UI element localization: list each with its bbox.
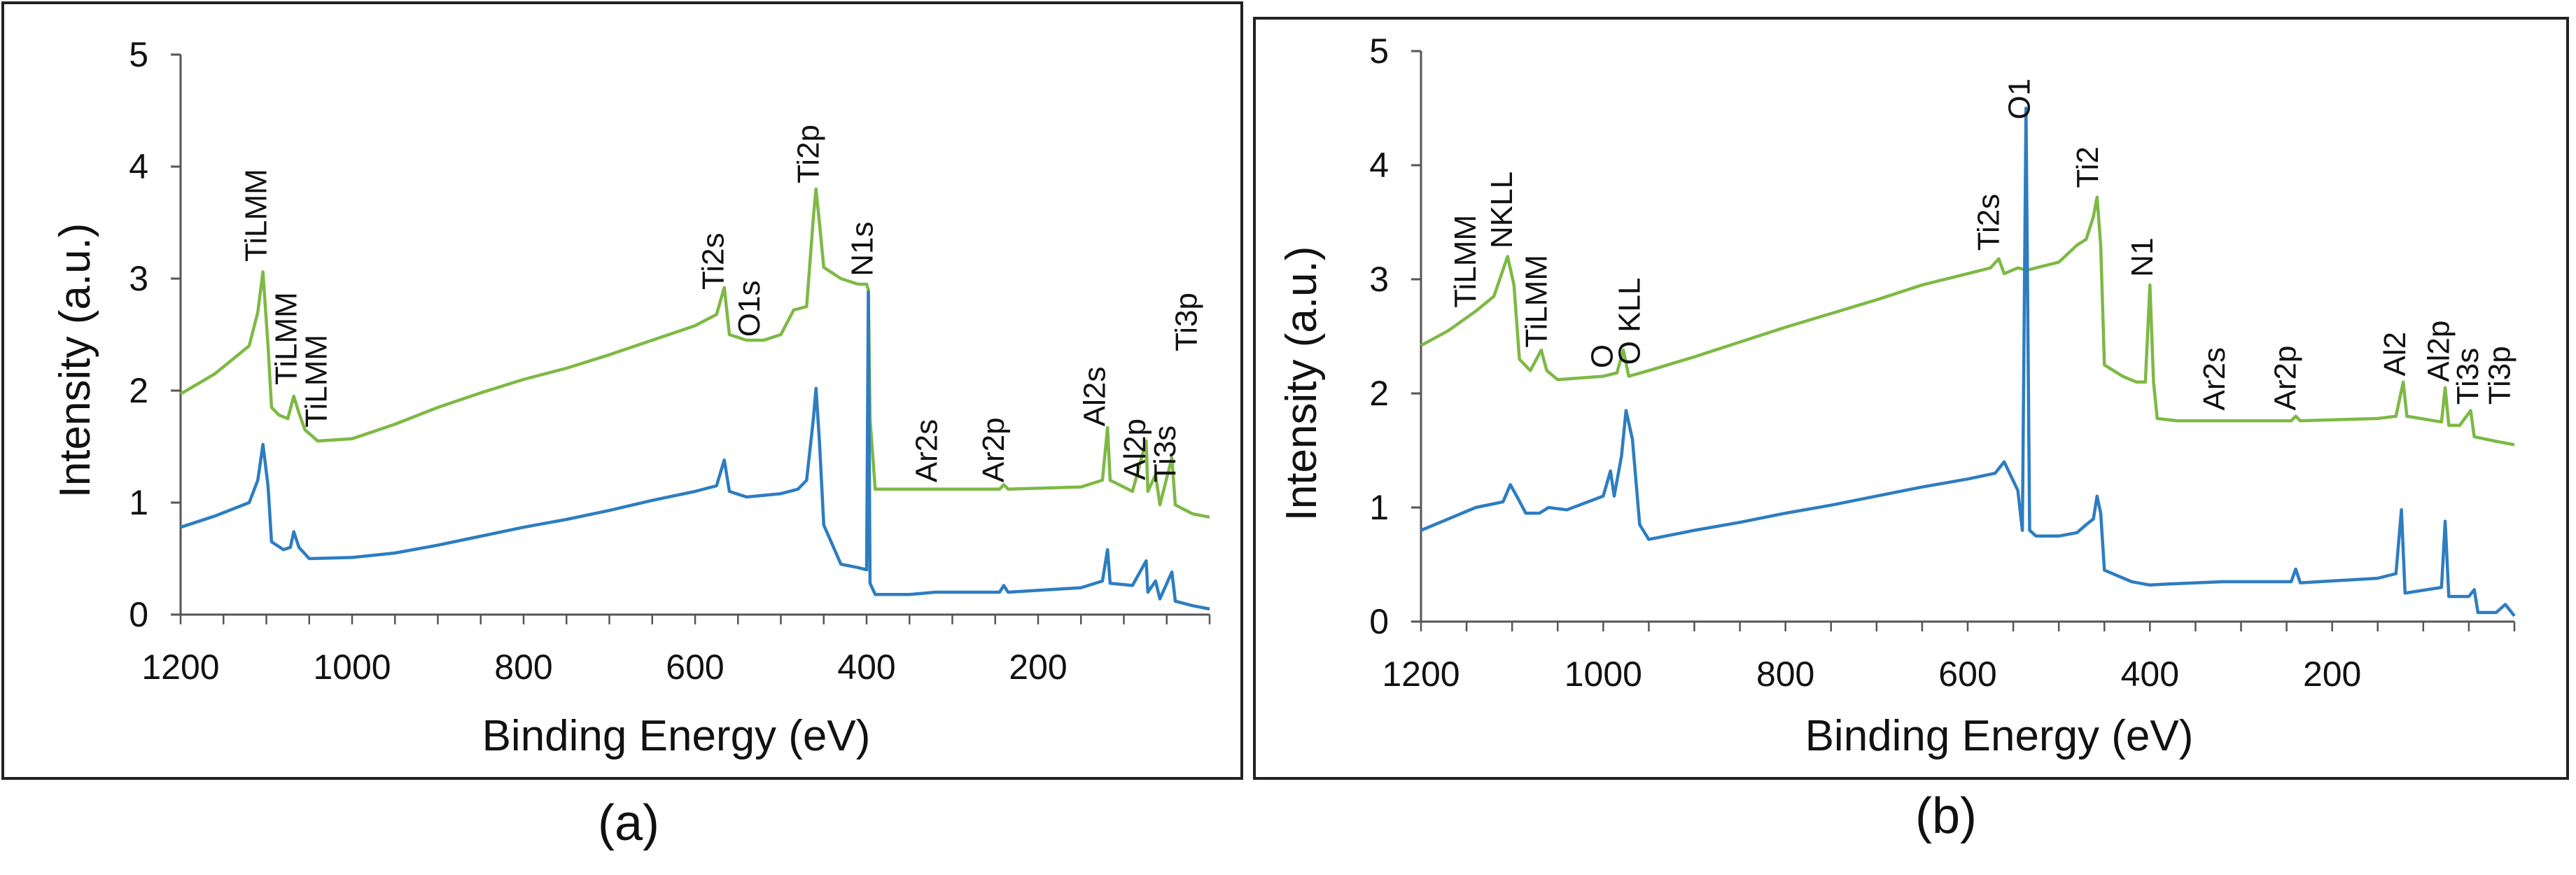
peak-annotation: N1s <box>846 222 880 276</box>
peak-annotation: Ti3p <box>1170 293 1204 351</box>
peak-annotation: Ar2p <box>2269 346 2303 411</box>
peak-annotation: Al2s <box>1078 367 1112 427</box>
x-tick-label: 1000 <box>313 648 391 687</box>
peak-annotation: Ti3p <box>2483 346 2517 405</box>
x-axis-label-a: Binding Energy (eV) <box>482 712 871 760</box>
x-tick-label: 1000 <box>1564 654 1642 694</box>
peak-annotation: TiLMM <box>269 292 303 385</box>
y-tick-label: 5 <box>1369 31 1389 71</box>
y-axis-label-a: Intensity (a.u.) <box>51 223 99 498</box>
chart-panel-a: Binding Energy (eV) Intensity (a.u.) 012… <box>51 35 1211 760</box>
x-tick-label: 1200 <box>1382 654 1460 694</box>
peak-annotation: Ar2s <box>2197 347 2232 410</box>
peak-annotation: N1 <box>2125 237 2160 276</box>
y-tick-label: 2 <box>1369 374 1389 413</box>
peak-annotation: Ar2s <box>910 419 944 482</box>
peak-annotation: TiLMM <box>239 169 274 262</box>
x-tick-label: 600 <box>1938 654 1996 694</box>
peak-annotation: O KLL <box>1612 278 1646 365</box>
y-tick-label: 3 <box>129 259 148 298</box>
caption-a: (a) <box>598 795 659 851</box>
peak-annotation: Al2p <box>2421 321 2456 382</box>
y-tick-label: 1 <box>129 483 148 522</box>
peak-annotation: Ti2p <box>791 125 825 183</box>
x-tick-label: 800 <box>1756 654 1814 694</box>
panel-b-frame <box>1253 17 2569 780</box>
caption-b: (b) <box>1915 788 1977 844</box>
peak-annotation: Al2 <box>2378 332 2412 377</box>
y-tick-label: 1 <box>1369 488 1389 527</box>
x-tick-label: 400 <box>837 648 895 687</box>
peak-annotation: Ti2s <box>1971 194 2005 251</box>
peak-annotation: Ti3s <box>1148 426 1182 483</box>
x-tick-label: 600 <box>666 648 724 687</box>
peak-annotation: O1s <box>732 280 766 337</box>
peak-annotation: Ti2 <box>2071 146 2105 188</box>
peak-annotation: TiLMM <box>1520 255 1554 348</box>
peak-annotation: O1 <box>2003 78 2037 120</box>
series-line-top <box>1420 195 2515 447</box>
x-tick-label: 400 <box>2121 654 2179 694</box>
peak-annotation: TiLMM <box>299 335 333 428</box>
x-tick-label: 800 <box>494 648 552 687</box>
peak-annotation: Ar2p <box>976 417 1011 482</box>
x-axis-label-b: Binding Energy (eV) <box>1805 712 2194 760</box>
peak-annotation: Ti2s <box>696 233 730 290</box>
y-tick-label: 0 <box>1369 602 1389 641</box>
y-tick-label: 2 <box>129 371 148 410</box>
y-axis-label-b: Intensity (a.u.) <box>1278 246 1326 522</box>
peak-annotation: TiLMM <box>1448 215 1483 308</box>
series-line-bottom <box>1420 106 2516 617</box>
x-tick-label: 200 <box>1009 648 1067 687</box>
peak-annotation: O <box>1585 344 1619 368</box>
peak-annotation: Al2p <box>1118 419 1152 480</box>
panel-a-frame <box>1 1 1243 780</box>
series-line-top <box>179 187 1210 519</box>
peak-annotation: Ti3s <box>2451 348 2485 405</box>
series-line-bottom <box>180 290 1210 611</box>
y-tick-label: 4 <box>129 147 148 186</box>
x-tick-label: 200 <box>2303 654 2361 694</box>
x-tick-label: 1200 <box>141 648 219 687</box>
y-tick-label: 4 <box>1369 146 1389 185</box>
peak-annotation: NKLL <box>1485 172 1519 248</box>
chart-panel-b: Binding Energy (eV) Intensity (a.u.) 012… <box>1278 31 2517 760</box>
y-tick-label: 3 <box>1369 260 1389 299</box>
y-tick-label: 5 <box>129 35 148 74</box>
y-tick-label: 0 <box>129 595 148 634</box>
